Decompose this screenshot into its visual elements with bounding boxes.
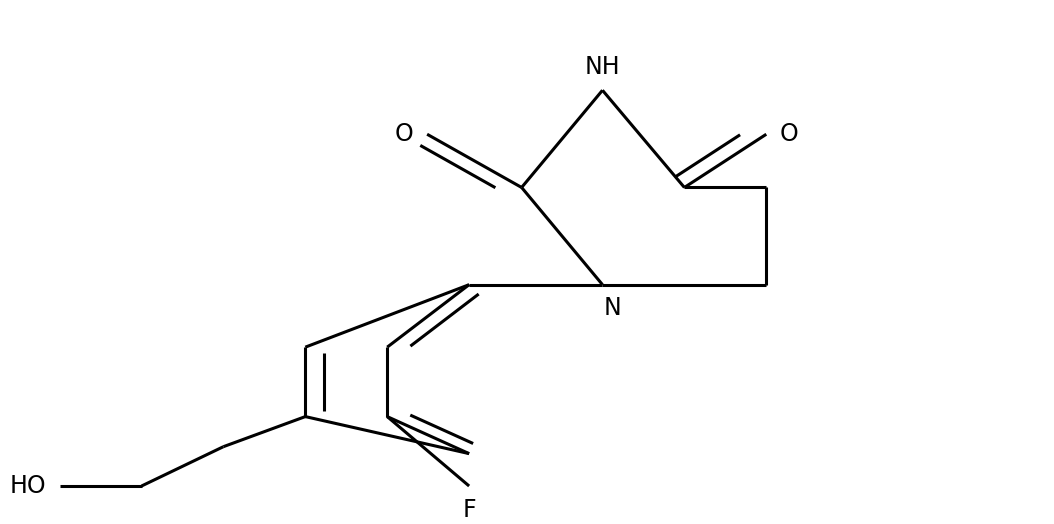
Text: F: F: [463, 498, 476, 521]
Text: O: O: [394, 122, 413, 146]
Text: NH: NH: [585, 55, 621, 79]
Text: N: N: [604, 296, 622, 320]
Text: O: O: [780, 122, 799, 146]
Text: HO: HO: [9, 474, 46, 498]
